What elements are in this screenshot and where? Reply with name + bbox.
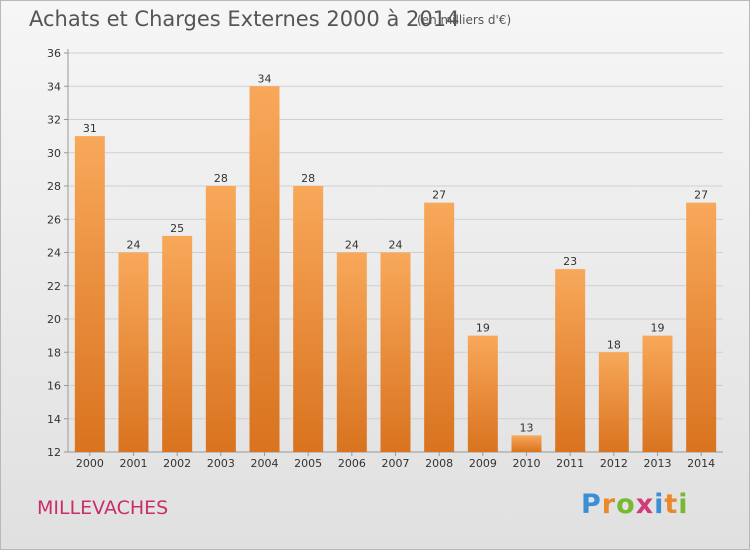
bar-value-label: 18 <box>607 338 621 351</box>
x-tick-label: 2013 <box>644 457 672 470</box>
x-tick-label: 2002 <box>163 457 191 470</box>
x-tick-label: 2014 <box>687 457 715 470</box>
bar <box>598 352 629 452</box>
y-tick-label: 12 <box>47 446 61 459</box>
y-tick-label: 36 <box>47 47 61 60</box>
x-tick-label: 2010 <box>513 457 541 470</box>
bars <box>74 86 717 452</box>
bar <box>162 235 193 452</box>
bar <box>511 435 542 452</box>
bar-value-label: 31 <box>83 122 97 135</box>
logo-letter: i <box>678 489 689 520</box>
y-tick-label: 16 <box>47 380 61 393</box>
logo-letter: i <box>654 489 665 520</box>
x-tick-label: 2000 <box>76 457 104 470</box>
bar-value-label: 23 <box>563 255 577 268</box>
bar <box>249 86 280 452</box>
x-tick-label: 2012 <box>600 457 628 470</box>
logo-letter: o <box>616 489 636 520</box>
bar-value-label: 19 <box>651 322 665 335</box>
proxiti-logo[interactable]: Proxiti <box>581 489 689 520</box>
y-tick-label: 14 <box>47 413 61 426</box>
x-tick-label: 2001 <box>120 457 148 470</box>
bar-value-label: 28 <box>214 172 228 185</box>
y-tick-label: 24 <box>47 247 61 260</box>
y-tick-label: 18 <box>47 346 61 359</box>
bar-value-label: 19 <box>476 322 490 335</box>
bar <box>118 252 149 452</box>
y-tick-label: 34 <box>47 80 61 93</box>
x-tick-label: 2008 <box>425 457 453 470</box>
bar-value-label: 24 <box>345 239 359 252</box>
bar <box>205 186 236 452</box>
y-tick-label: 32 <box>47 114 61 127</box>
town-name: MILLEVACHES <box>37 497 169 519</box>
y-tick-label: 28 <box>47 180 61 193</box>
bar <box>642 335 673 452</box>
bar-value-label: 27 <box>694 189 708 202</box>
x-tick-label: 2005 <box>294 457 322 470</box>
bar <box>293 186 324 452</box>
y-tick-label: 22 <box>47 280 61 293</box>
logo-letter: t <box>664 489 679 520</box>
bar-value-label: 24 <box>389 239 403 252</box>
y-tick-label: 30 <box>47 147 61 160</box>
chart-subtitle: (en milliers d'€) <box>417 13 512 27</box>
bar-value-label: 28 <box>301 172 315 185</box>
bar <box>467 335 498 452</box>
logo-letter: P <box>581 489 602 520</box>
y-tick-label: 26 <box>47 213 61 226</box>
bar <box>424 202 455 452</box>
bar-value-label: 25 <box>170 222 184 235</box>
x-tick-label: 2004 <box>251 457 279 470</box>
bar-value-label: 27 <box>432 189 446 202</box>
y-tick-label: 20 <box>47 313 61 326</box>
bar-value-label: 13 <box>520 421 534 434</box>
bar <box>336 252 367 452</box>
x-tick-label: 2007 <box>382 457 410 470</box>
bar-value-label: 34 <box>258 72 272 85</box>
chart-title: Achats et Charges Externes 2000 à 2014 <box>29 7 460 31</box>
x-tick-label: 2003 <box>207 457 235 470</box>
bar <box>74 136 105 452</box>
bar <box>380 252 411 452</box>
x-tick-label: 2006 <box>338 457 366 470</box>
x-tick-label: 2009 <box>469 457 497 470</box>
bar <box>686 202 717 452</box>
bar <box>555 269 586 452</box>
bar-value-label: 24 <box>127 239 141 252</box>
logo-letter: r <box>601 489 617 520</box>
x-tick-label: 2011 <box>556 457 584 470</box>
logo-letter: x <box>635 489 655 520</box>
labels: 12 14 16 18 20 22 24 26 28 30 32 34 36 31 2000 24 2001 25… <box>47 47 715 470</box>
